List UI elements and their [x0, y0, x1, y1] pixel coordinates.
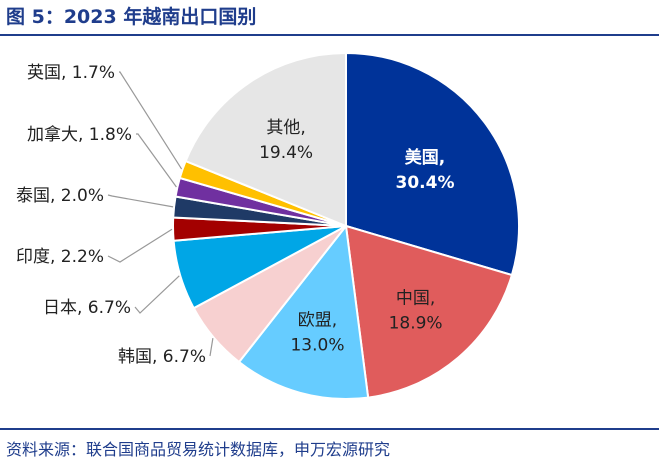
source-note: 资料来源：联合国商品贸易统计数据库，申万宏源研究 — [6, 440, 391, 459]
slice-label-2: 欧盟, 13.0% — [290, 310, 344, 355]
slice-name-label: 欧盟, — [298, 310, 337, 330]
leader-line-8 — [119, 71, 183, 170]
slice-name-label: 美国, — [405, 147, 445, 168]
slice-name-label: 中国, — [396, 289, 435, 309]
slice-name-label: 其他, — [266, 118, 305, 138]
slice-value-label: 30.4% — [396, 173, 455, 193]
slice-value-label: 18.9% — [389, 314, 443, 334]
source-rule — [0, 428, 659, 430]
leader-line-5 — [107, 228, 173, 263]
leader-line-3 — [209, 338, 214, 357]
slice-label-5: 印度, 2.2% — [16, 247, 104, 267]
leader-line-6 — [107, 194, 174, 208]
slice-label-6: 泰国, 2.0% — [16, 186, 104, 206]
slice-label-3: 韩国, 6.7% — [118, 347, 206, 367]
pie-slice-9 — [184, 51, 347, 228]
pie-slice-2 — [237, 223, 370, 400]
slice-label-8: 英国, 1.7% — [27, 63, 115, 83]
figure-title: 图 5：2023 年越南出口国别 — [6, 6, 257, 28]
pie-slice-0 — [345, 51, 520, 277]
slice-label-4: 日本, 6.7% — [43, 298, 131, 318]
title-rule — [0, 34, 659, 36]
slice-label-0: 美国, 30.4% — [396, 147, 455, 193]
slice-value-label: 19.4% — [259, 143, 313, 163]
leader-line-7 — [136, 133, 177, 188]
slice-value-label: 13.0% — [290, 335, 344, 355]
pie-slice-1 — [344, 224, 514, 399]
leader-line-4 — [134, 275, 180, 314]
slice-label-7: 加拿大, 1.8% — [27, 124, 132, 145]
slice-label-1: 中国, 18.9% — [389, 289, 443, 334]
slice-label-9: 其他, 19.4% — [259, 118, 313, 163]
